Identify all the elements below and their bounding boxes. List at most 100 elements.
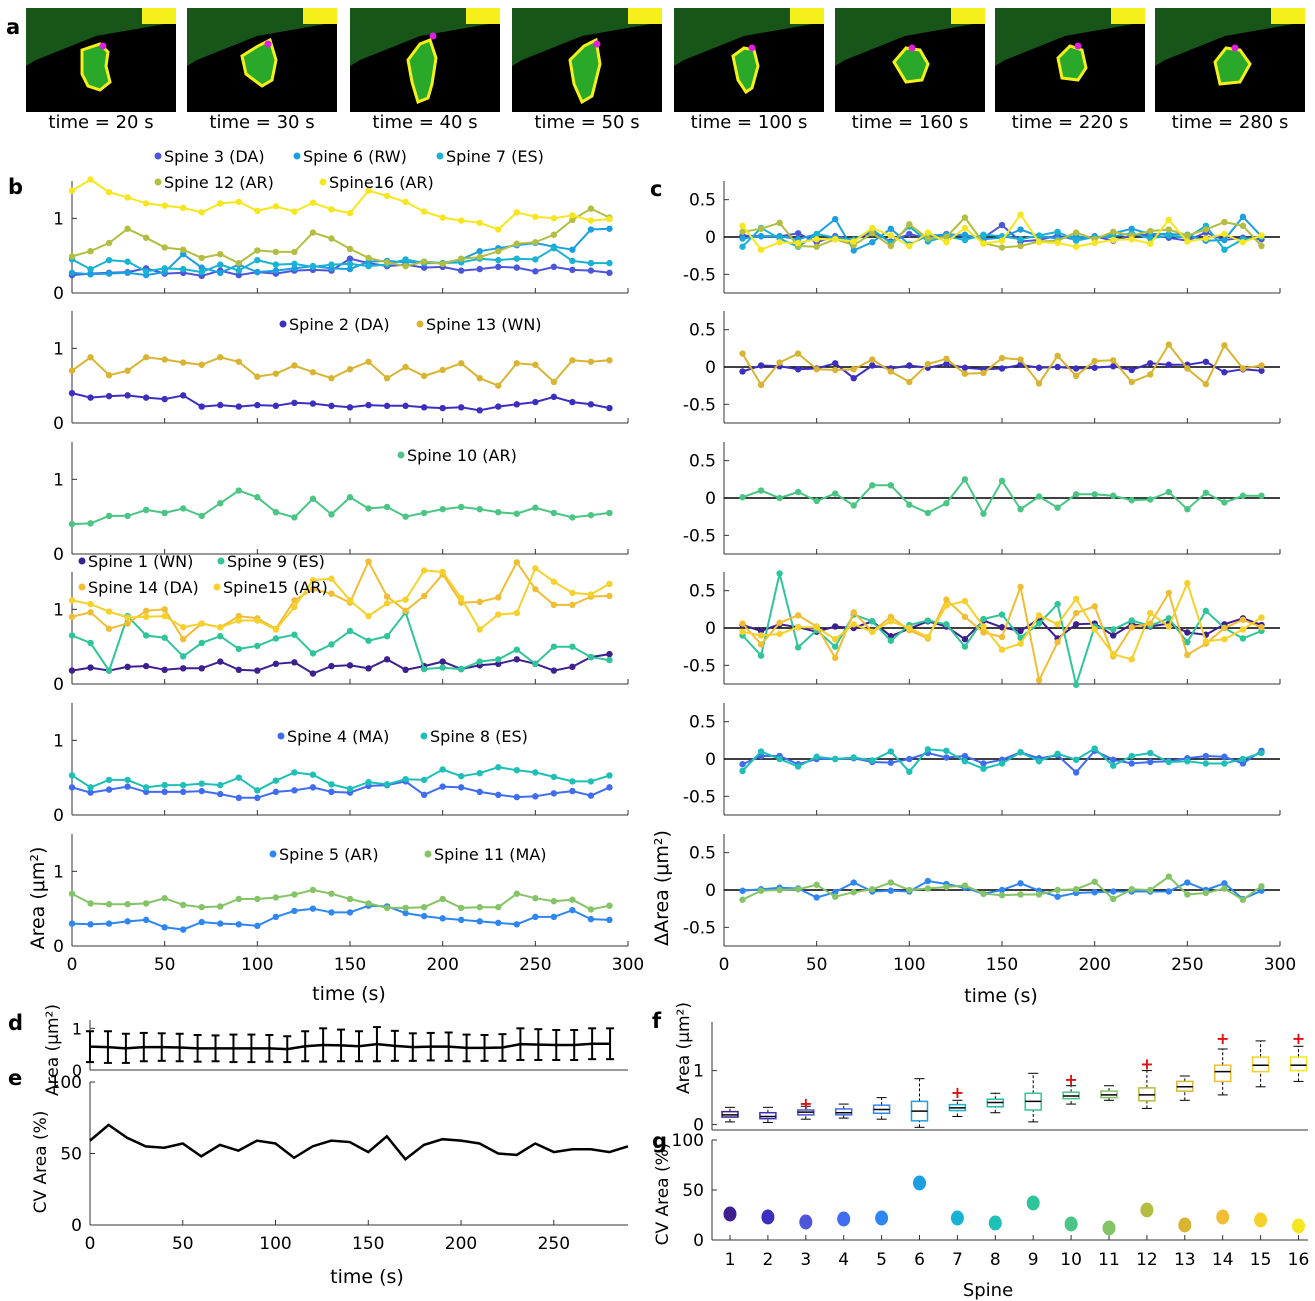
- data-point: [1165, 232, 1173, 239]
- data-point: [198, 268, 205, 276]
- data-point: [495, 919, 502, 927]
- data-point: [739, 235, 746, 242]
- series-line-spine-10: [742, 477, 1262, 516]
- data-point: [943, 754, 950, 761]
- data-point: [532, 213, 539, 221]
- data-point: [458, 267, 465, 274]
- y-tick-label: 1: [53, 209, 64, 229]
- panel-letter-c: c: [650, 177, 662, 201]
- data-point: [142, 784, 150, 791]
- data-point: [105, 392, 113, 400]
- data-point: [887, 225, 894, 232]
- data-point: [513, 890, 520, 897]
- e-ylabel: CV Area (%): [31, 1111, 51, 1214]
- spine-neck-marker: [1074, 42, 1082, 50]
- data-point: [739, 494, 746, 501]
- series-line-spine-4: [71, 780, 610, 799]
- data-point: [998, 354, 1006, 362]
- data-point: [587, 511, 595, 519]
- data-point: [87, 354, 94, 361]
- data-point: [924, 360, 932, 368]
- x-tick-label: 200: [445, 1234, 477, 1254]
- data-point: [420, 372, 428, 380]
- panel-d-mean-area: 01: [72, 1019, 628, 1080]
- subplot-5: 0 1 Spine 4 (MA) Spine 8 (ES): [53, 703, 629, 826]
- data-point: [217, 500, 224, 507]
- data-point: [124, 918, 131, 925]
- data-point: [1054, 600, 1061, 608]
- data-point: [980, 615, 987, 623]
- data-point: [1184, 879, 1191, 886]
- data-point: [365, 401, 372, 409]
- data-point: [124, 900, 131, 908]
- data-point: [606, 772, 613, 779]
- data-point: [328, 402, 335, 410]
- data-point: [832, 215, 839, 223]
- data-point: [495, 382, 502, 389]
- thumbnail-time-label: time = 30 s: [209, 112, 314, 133]
- data-point: [550, 231, 558, 238]
- data-point: [757, 225, 765, 232]
- data-point: [291, 399, 298, 407]
- data-point: [776, 359, 783, 366]
- legend-label: Spine 11 (MA): [434, 845, 547, 864]
- data-point: [458, 904, 465, 912]
- data-point: [813, 230, 820, 238]
- data-point: [142, 662, 150, 670]
- data-point: [998, 760, 1006, 767]
- data-point: [1202, 607, 1210, 615]
- data-point: [869, 230, 876, 237]
- data-point: [198, 780, 205, 787]
- data-point: [532, 361, 539, 368]
- data-point: [1110, 632, 1117, 639]
- data-point: [365, 558, 372, 565]
- data-point: [68, 520, 76, 528]
- data-point: [420, 903, 428, 911]
- y-tick-label: 0.5: [689, 713, 716, 733]
- data-point: [217, 200, 224, 207]
- data-point: [943, 360, 950, 368]
- data-point: [998, 244, 1006, 251]
- spine-outline: [892, 46, 930, 84]
- thumbnail-time-label: time = 100 s: [691, 112, 808, 133]
- subplot-2: 0.5 0 -0.5: [683, 311, 1281, 424]
- data-point: [606, 259, 613, 267]
- data-point: [1110, 756, 1117, 763]
- data-point: [180, 246, 187, 253]
- y-tick-label: 1: [53, 470, 64, 490]
- subplot-3: 0.5 0 -0.5: [683, 442, 1281, 555]
- data-point: [850, 754, 857, 761]
- data-point: [217, 354, 224, 361]
- data-point: [476, 506, 483, 513]
- data-point: [180, 505, 187, 512]
- data-point: [906, 362, 913, 369]
- y-tick-label: 0.5: [689, 321, 716, 341]
- data-point: [1165, 589, 1173, 597]
- data-point: [105, 189, 113, 196]
- data-point: [980, 510, 987, 517]
- data-point: [105, 270, 113, 277]
- data-point: [569, 266, 576, 274]
- data-point: [794, 488, 802, 496]
- data-point: [513, 921, 520, 928]
- thumbnail-time-label: time = 220 s: [1012, 112, 1129, 133]
- data-point: [1054, 621, 1061, 628]
- data-point: [495, 611, 502, 618]
- data-point: [161, 924, 168, 931]
- data-point: [1239, 616, 1247, 623]
- dendrite-signal: [26, 8, 176, 66]
- data-point: [757, 362, 765, 369]
- data-point: [254, 794, 261, 802]
- data-point: [383, 633, 391, 640]
- data-point: [587, 358, 595, 365]
- data-point: [813, 497, 820, 505]
- data-point: [124, 392, 131, 399]
- data-point: [1110, 888, 1117, 895]
- x-tick-label: 50: [806, 955, 828, 975]
- data-point: [906, 501, 913, 508]
- dendrite-signal: [674, 8, 824, 66]
- data-point: [105, 667, 113, 674]
- data-point: [757, 233, 765, 240]
- data-point: [869, 356, 876, 363]
